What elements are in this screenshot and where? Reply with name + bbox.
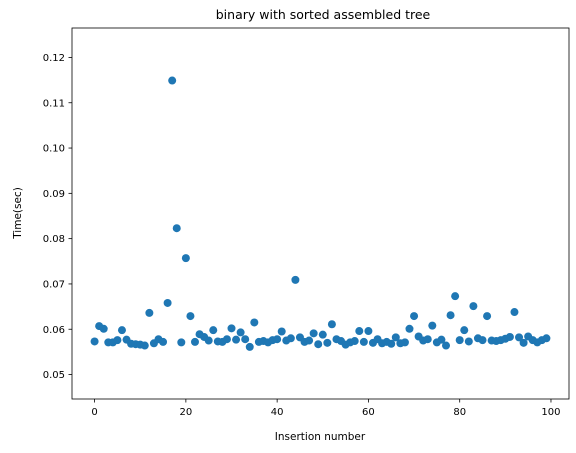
- data-point: [163, 298, 172, 307]
- data-point: [241, 335, 250, 344]
- data-point: [464, 337, 473, 346]
- data-point: [159, 337, 168, 346]
- data-point: [460, 326, 469, 335]
- y-tick-label: 0.10: [43, 144, 65, 155]
- data-point: [478, 336, 487, 345]
- y-tick-label: 0.05: [43, 370, 65, 381]
- data-point: [542, 334, 551, 343]
- data-point: [250, 318, 259, 327]
- data-point: [515, 333, 524, 342]
- data-point: [113, 336, 122, 345]
- y-tick-label: 0.09: [43, 189, 65, 200]
- data-point: [428, 321, 437, 330]
- data-points: [90, 76, 551, 351]
- data-point: [350, 337, 359, 346]
- plot-frame: [71, 27, 570, 400]
- x-tick-label: 20: [180, 407, 193, 418]
- x-tick-label: 0: [91, 407, 97, 418]
- data-point: [273, 335, 282, 344]
- data-point: [172, 224, 181, 233]
- data-point: [355, 327, 364, 336]
- data-point: [227, 324, 236, 333]
- data-point: [318, 330, 327, 339]
- data-point: [204, 336, 213, 345]
- y-axis-title: Time(sec): [12, 187, 24, 240]
- y-tick-label: 0.12: [43, 53, 65, 64]
- data-point: [190, 337, 199, 346]
- data-point: [181, 254, 190, 263]
- data-point: [410, 312, 419, 321]
- data-point: [236, 328, 245, 337]
- data-point: [186, 312, 195, 321]
- data-point: [286, 334, 295, 343]
- y-axis-ticks: 0.05 0.06 0.07 0.08 0.09 0.10 0.11 0.12: [43, 53, 72, 381]
- data-point: [359, 337, 368, 346]
- data-point: [145, 308, 154, 317]
- x-tick-label: 80: [453, 407, 466, 418]
- data-point: [505, 332, 514, 341]
- data-point: [327, 320, 336, 329]
- data-point: [168, 76, 177, 85]
- data-point: [423, 335, 432, 344]
- data-point: [209, 326, 218, 335]
- data-point: [455, 336, 464, 345]
- y-tick-label: 0.06: [43, 325, 65, 336]
- data-point: [117, 326, 126, 335]
- data-point: [469, 302, 478, 311]
- data-point: [364, 327, 373, 336]
- y-tick-label: 0.11: [43, 98, 65, 109]
- x-tick-label: 100: [541, 407, 560, 418]
- data-point: [405, 324, 414, 333]
- data-point: [323, 338, 332, 347]
- data-point: [177, 338, 186, 347]
- y-tick-label: 0.08: [43, 234, 65, 245]
- data-point: [277, 327, 286, 336]
- data-point: [222, 335, 231, 344]
- x-tick-label: 40: [271, 407, 284, 418]
- chart-title: binary with sorted assembled tree: [216, 7, 431, 22]
- data-point: [483, 312, 492, 321]
- data-point: [519, 338, 528, 347]
- data-point: [140, 341, 149, 350]
- data-point: [309, 329, 318, 338]
- data-point: [305, 336, 314, 345]
- data-point: [446, 311, 455, 320]
- data-point: [510, 308, 519, 317]
- data-point: [90, 337, 99, 346]
- data-point: [99, 324, 108, 333]
- x-axis-title: Insertion number: [275, 431, 366, 443]
- data-point: [314, 340, 323, 349]
- x-tick-label: 60: [362, 407, 375, 418]
- data-point: [291, 275, 300, 284]
- data-point: [232, 335, 241, 344]
- data-point: [387, 339, 396, 348]
- data-point: [391, 333, 400, 342]
- data-point: [451, 292, 460, 301]
- data-point: [245, 342, 254, 351]
- data-point: [400, 338, 409, 347]
- data-point: [442, 341, 451, 350]
- y-tick-label: 0.07: [43, 280, 65, 291]
- x-axis-ticks: 0 20 40 60 80 100: [91, 399, 561, 418]
- data-point: [437, 335, 446, 344]
